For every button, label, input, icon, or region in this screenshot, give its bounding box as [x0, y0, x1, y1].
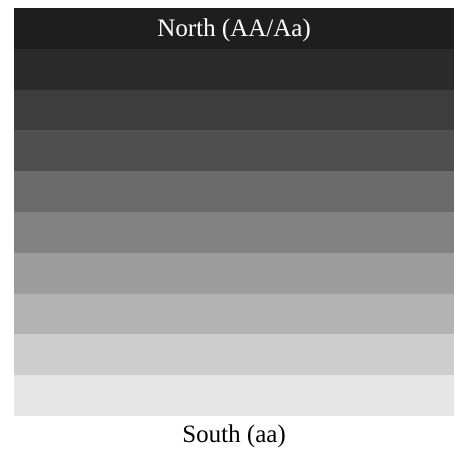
south-label: South (aa): [182, 421, 286, 448]
gradient-band: [14, 293, 454, 335]
gradient-band: [14, 130, 454, 172]
gradient-band: [14, 89, 454, 131]
gradient-band: [14, 375, 454, 417]
gradient-band: [14, 252, 454, 295]
gradient-band: [14, 48, 454, 91]
gradient-band-stack: [14, 8, 454, 417]
gradient-band: [14, 171, 454, 213]
gradient-band: [14, 212, 454, 254]
north-label: North (AA/Aa): [157, 15, 311, 42]
gradient-band: [14, 8, 454, 50]
gradient-band: [14, 334, 454, 376]
